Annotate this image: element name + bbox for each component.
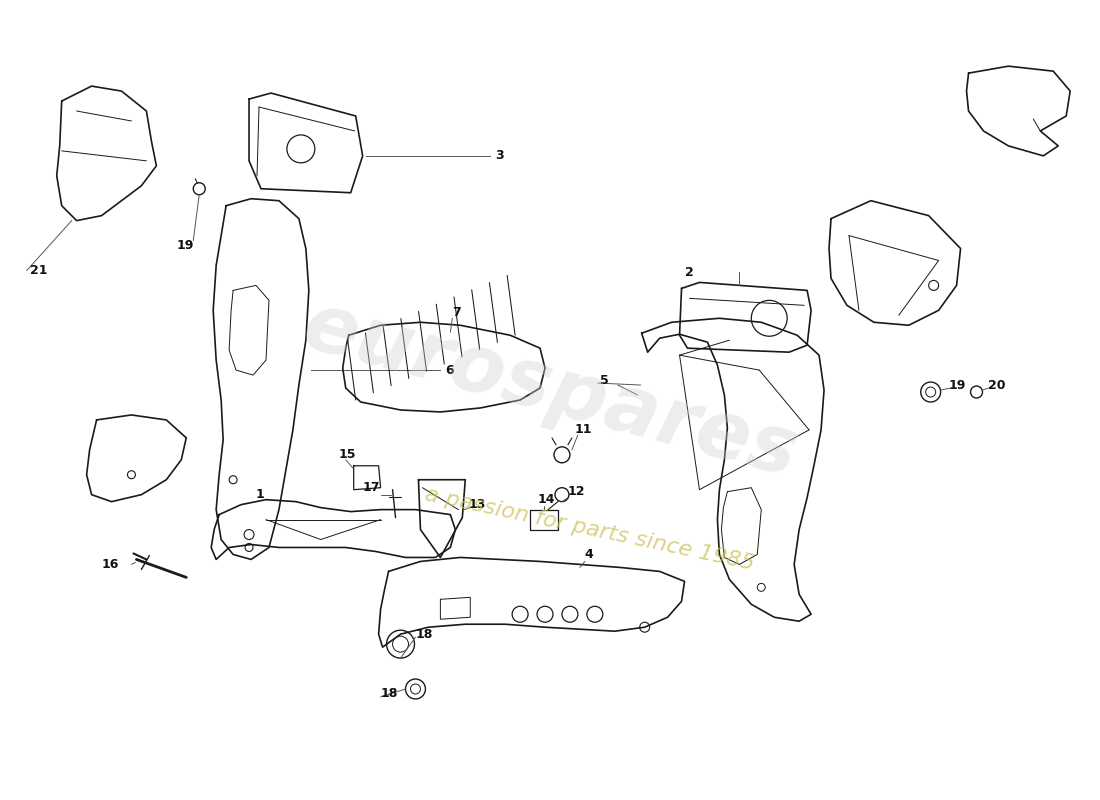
Text: 19: 19 [176,239,194,252]
Text: 18: 18 [381,687,398,701]
Text: eurospares: eurospares [294,286,806,494]
Text: 6: 6 [446,364,454,377]
Text: 13: 13 [469,498,486,511]
Text: 2: 2 [684,266,693,279]
Text: 3: 3 [495,150,504,162]
Text: 5: 5 [600,374,608,386]
Text: 14: 14 [538,493,556,506]
Text: 20: 20 [989,378,1006,391]
Text: 11: 11 [575,423,593,436]
Text: 18: 18 [416,628,432,641]
Text: 15: 15 [339,448,356,462]
Text: 12: 12 [568,485,585,498]
Text: a passion for parts since 1985: a passion for parts since 1985 [424,485,757,574]
Text: 17: 17 [363,481,381,494]
Text: 19: 19 [948,378,966,391]
Text: 1: 1 [256,488,265,501]
Text: 21: 21 [30,264,47,277]
Text: 16: 16 [101,558,119,571]
Text: 4: 4 [585,548,594,561]
Text: 7: 7 [452,306,461,319]
